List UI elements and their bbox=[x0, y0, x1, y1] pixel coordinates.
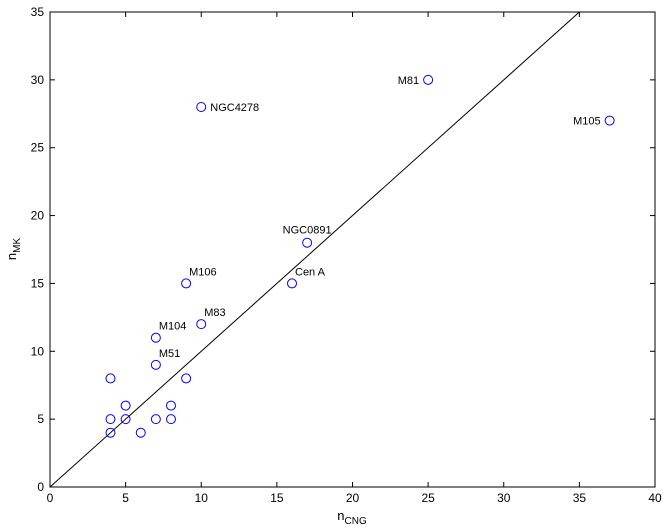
point-label: Cen A bbox=[295, 266, 326, 278]
data-point bbox=[105, 414, 116, 425]
data-point bbox=[196, 102, 207, 112]
y-tick-label: 20 bbox=[31, 209, 45, 223]
data-point bbox=[150, 332, 161, 343]
data-point bbox=[105, 427, 116, 438]
x-tick-label: 15 bbox=[270, 491, 284, 505]
y-tick-label: 30 bbox=[31, 73, 45, 87]
data-point bbox=[196, 319, 207, 330]
x-tick-label: 20 bbox=[346, 491, 360, 505]
data-point bbox=[423, 74, 434, 85]
x-tick-label: 5 bbox=[122, 491, 129, 505]
data-point bbox=[120, 400, 131, 411]
x-axis-title-sub: CNG bbox=[345, 516, 367, 527]
point-label: M51 bbox=[159, 348, 180, 360]
data-points bbox=[105, 74, 615, 438]
y-tick-label: 5 bbox=[37, 412, 44, 426]
data-point bbox=[166, 414, 176, 425]
y-tick-label: 35 bbox=[31, 5, 45, 19]
data-point bbox=[150, 359, 161, 370]
data-point bbox=[105, 373, 116, 384]
x-tick-label: 25 bbox=[421, 491, 435, 505]
point-label: M106 bbox=[189, 266, 217, 278]
data-point bbox=[181, 373, 192, 384]
point-labels: M81 M105 NGC4278 NGC0891 Cen A M106 M83 M104 M51 bbox=[159, 75, 601, 360]
data-point bbox=[135, 427, 146, 438]
x-tick-label: 40 bbox=[648, 491, 662, 505]
data-point bbox=[150, 414, 161, 425]
reference-line bbox=[49, 11, 580, 488]
y-tick-label: 15 bbox=[31, 276, 45, 290]
x-tick-label: 0 bbox=[47, 491, 54, 505]
data-point bbox=[181, 278, 192, 289]
y-axis-title: nMK bbox=[4, 238, 23, 261]
data-point bbox=[604, 115, 615, 126]
data-point bbox=[287, 278, 297, 289]
y-axis-title-sub: MK bbox=[12, 238, 23, 253]
point-label: M104 bbox=[159, 321, 187, 333]
x-tick-label: 10 bbox=[195, 491, 209, 505]
point-label: NGC0891 bbox=[283, 225, 332, 237]
point-label: NGC4278 bbox=[210, 102, 259, 114]
y-tick-label: 10 bbox=[31, 344, 45, 358]
point-label: M81 bbox=[398, 75, 419, 87]
point-label: M83 bbox=[204, 307, 225, 319]
point-label: M105 bbox=[573, 116, 601, 128]
x-tick-label: 30 bbox=[497, 491, 511, 505]
x-tick-label: 35 bbox=[573, 491, 587, 505]
y-tick-label: 25 bbox=[31, 141, 45, 155]
axis-ticks: 0 5 10 15 20 25 30 35 40 0 5 10 15 20 25 30 35 bbox=[31, 5, 662, 505]
plot-area bbox=[49, 11, 656, 488]
data-point bbox=[120, 414, 131, 425]
x-axis-title: nCNG bbox=[337, 508, 367, 527]
data-point bbox=[302, 237, 313, 248]
data-point bbox=[166, 400, 176, 411]
y-tick-label: 0 bbox=[37, 480, 44, 494]
